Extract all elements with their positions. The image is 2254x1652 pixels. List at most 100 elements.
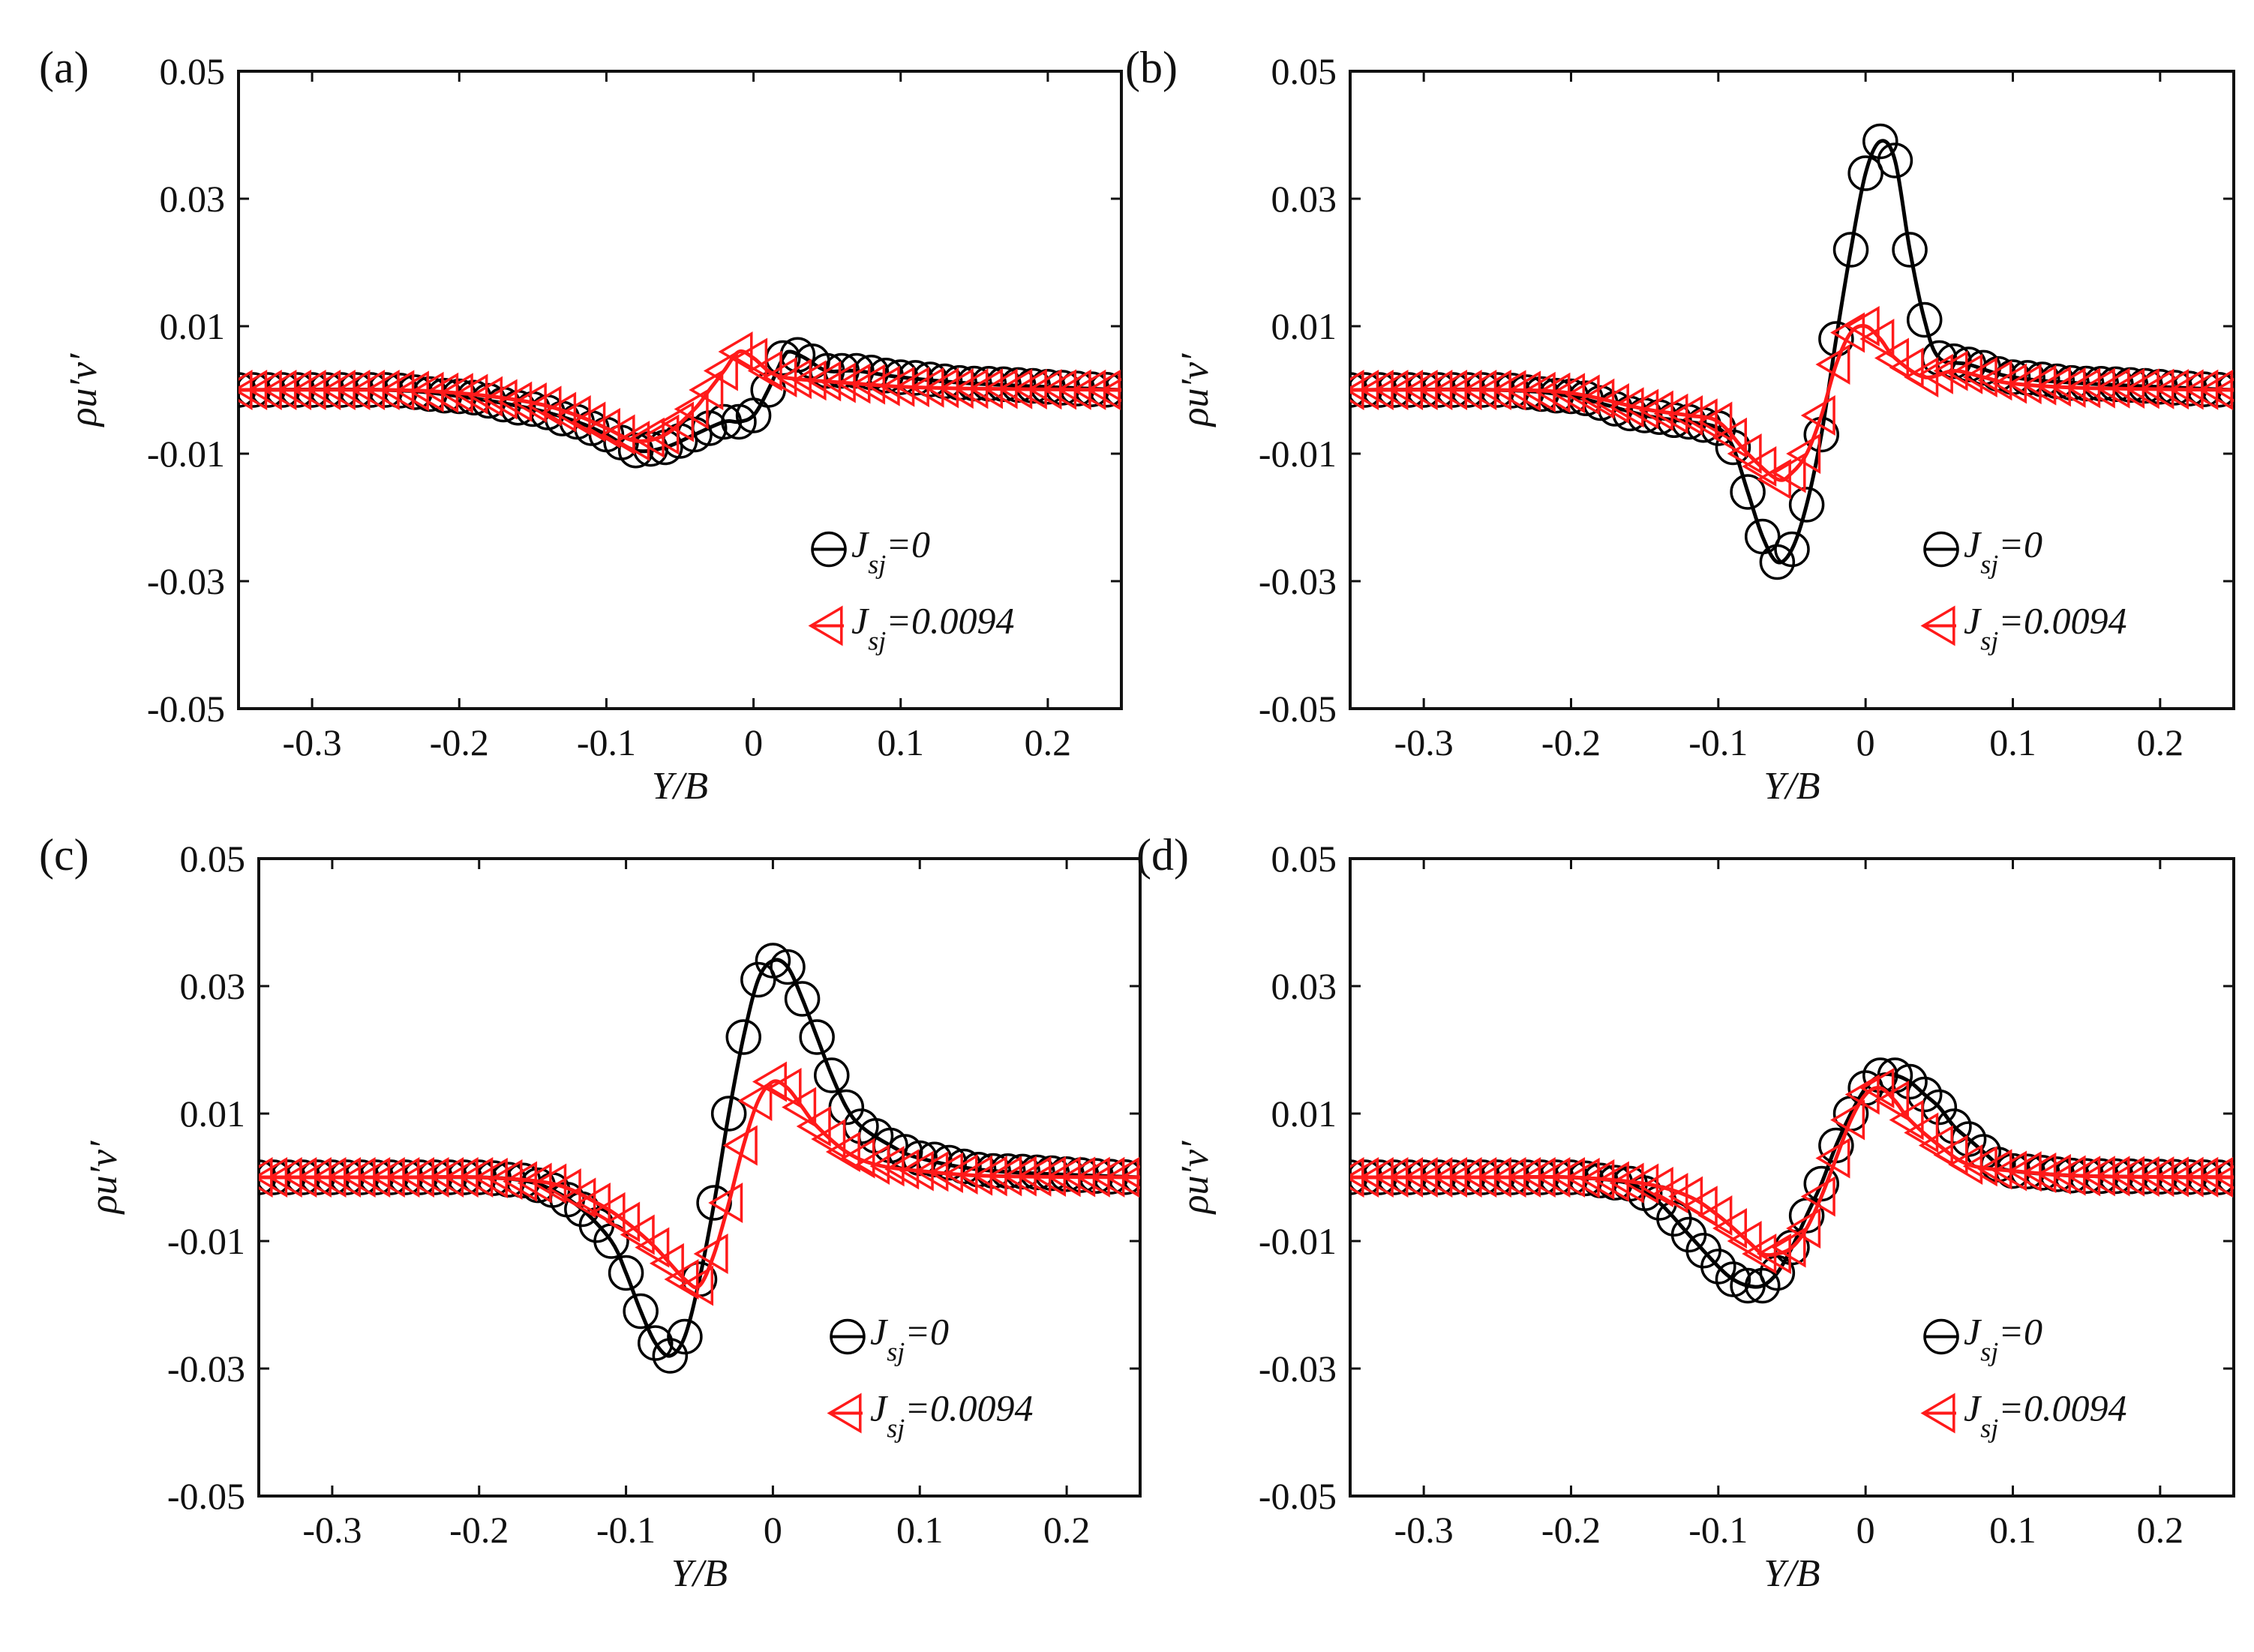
data-point: [488, 1159, 523, 1201]
x-tick-label: 0.2: [2137, 1509, 2184, 1551]
data-point: [1818, 321, 1854, 357]
y-tick-label: 0.01: [1271, 1093, 1337, 1135]
legend-label: Jsj=0.0094: [1964, 1387, 2126, 1444]
panel-c: -0.3 -0.2 -0.1 0 0.1 0.2 -0.05 -0.03 -0.01 0.01 0.…: [39, 830, 1142, 1595]
y-tick-label: -0.01: [147, 433, 225, 475]
x-tick-label: 0.1: [878, 721, 925, 763]
data-point: [1830, 312, 1865, 353]
x-tick-label: -0.1: [1688, 1509, 1748, 1551]
data-point: [1727, 433, 1762, 475]
legend-label: Jsj=0.0094: [1964, 600, 2126, 656]
data-point: [667, 1318, 703, 1355]
data-point: [608, 1255, 644, 1291]
data-point: [1730, 474, 1766, 510]
data-point: [869, 1146, 905, 1187]
data-point: [914, 1151, 949, 1192]
x-tick-label: -0.2: [1541, 721, 1601, 763]
data-point: [814, 1057, 850, 1093]
data-point: [1730, 1267, 1766, 1304]
data-point: [1594, 382, 1629, 424]
x-tick-label: -0.3: [1394, 721, 1454, 763]
x-tick-label: 0.1: [896, 1509, 944, 1551]
data-point: [620, 1214, 655, 1255]
y-tick-label: 0.03: [180, 965, 246, 1007]
data-point: [1859, 1067, 1895, 1109]
data-point: [1759, 544, 1796, 580]
data-point: [1653, 1173, 1688, 1214]
data-point: [752, 1061, 787, 1102]
data-point: [1119, 1165, 1140, 1190]
data-point: [623, 1293, 659, 1330]
data-point: [2006, 1151, 2042, 1192]
data-point: [1904, 356, 1939, 398]
y-tick-label: -0.03: [1259, 560, 1337, 602]
data-point: [1609, 387, 1644, 428]
x-axis-label: Y/B: [671, 1552, 728, 1595]
data-point: [836, 363, 871, 404]
panel-label-d: (d): [1136, 830, 1189, 880]
data-point: [679, 1265, 714, 1306]
data-point: [1948, 1144, 1983, 1186]
y-tick-label: -0.01: [1259, 1220, 1337, 1262]
x-tick-label: -0.1: [1688, 721, 1748, 763]
panel-d: -0.3 -0.2 -0.1 0 0.1 0.2 -0.05 -0.03 -0.01 0.01 0.…: [1136, 830, 2235, 1595]
data-point: [1594, 1161, 1629, 1202]
data-point: [1800, 1176, 1835, 1217]
data-point: [1815, 343, 1850, 385]
data-point: [649, 1243, 684, 1284]
data-point: [1771, 452, 1806, 493]
data-point: [1742, 445, 1777, 487]
y-tick-label: -0.05: [167, 1475, 245, 1517]
data-point: [1786, 1207, 1821, 1249]
data-point: [737, 1080, 773, 1122]
x-tick-label: -0.3: [302, 1509, 362, 1551]
data-point: [2213, 1165, 2234, 1190]
y-axis-label: ρu′v′: [62, 352, 105, 427]
data-point: [1756, 458, 1791, 500]
data-point: [1904, 1112, 1939, 1153]
data-point: [1874, 1080, 1909, 1122]
data-point: [532, 1163, 567, 1204]
data-point: [1727, 1220, 1762, 1262]
data-point: [1712, 1207, 1748, 1249]
x-tick-label: -0.1: [596, 1509, 656, 1551]
data-point: [571, 401, 606, 442]
data-point: [799, 1019, 835, 1055]
x-axis-label: Y/B: [1763, 765, 1820, 808]
data-point: [1948, 353, 1983, 394]
data-point: [659, 401, 695, 442]
data-point: [740, 961, 776, 998]
data-point: [2021, 364, 2057, 406]
data-point: [1609, 1162, 1644, 1204]
data-point: [2198, 1156, 2233, 1198]
data-point: [503, 1161, 538, 1202]
data-point: [1565, 1157, 1600, 1198]
data-point: [473, 1157, 508, 1198]
y-axis-label: ρu′v′: [1174, 1140, 1217, 1215]
data-point: [527, 385, 562, 427]
data-point: [1832, 232, 1869, 268]
data-point: [928, 1152, 963, 1193]
data-point: [1565, 374, 1600, 415]
data-point: [689, 369, 724, 411]
data-point: [1580, 1159, 1615, 1201]
data-point: [1697, 401, 1733, 442]
data-point: [811, 1118, 846, 1160]
data-point: [561, 1177, 596, 1219]
y-tick-label: -0.01: [167, 1220, 245, 1262]
data-point: [600, 414, 635, 455]
data-point: [1862, 123, 1898, 160]
y-tick-label: 0.05: [180, 838, 246, 880]
data-point: [1844, 1074, 1880, 1115]
data-point: [770, 949, 806, 985]
y-tick-label: 0.01: [180, 1093, 246, 1135]
data-point: [517, 1162, 552, 1204]
data-point: [1847, 155, 1883, 191]
y-tick-label: 0.03: [1271, 178, 1337, 220]
data-point: [664, 1258, 699, 1300]
data-point: [1715, 429, 1751, 466]
y-tick-label: -0.05: [1259, 1475, 1337, 1517]
data-point: [1844, 305, 1880, 347]
data-point: [585, 407, 620, 449]
data-point: [453, 373, 488, 415]
